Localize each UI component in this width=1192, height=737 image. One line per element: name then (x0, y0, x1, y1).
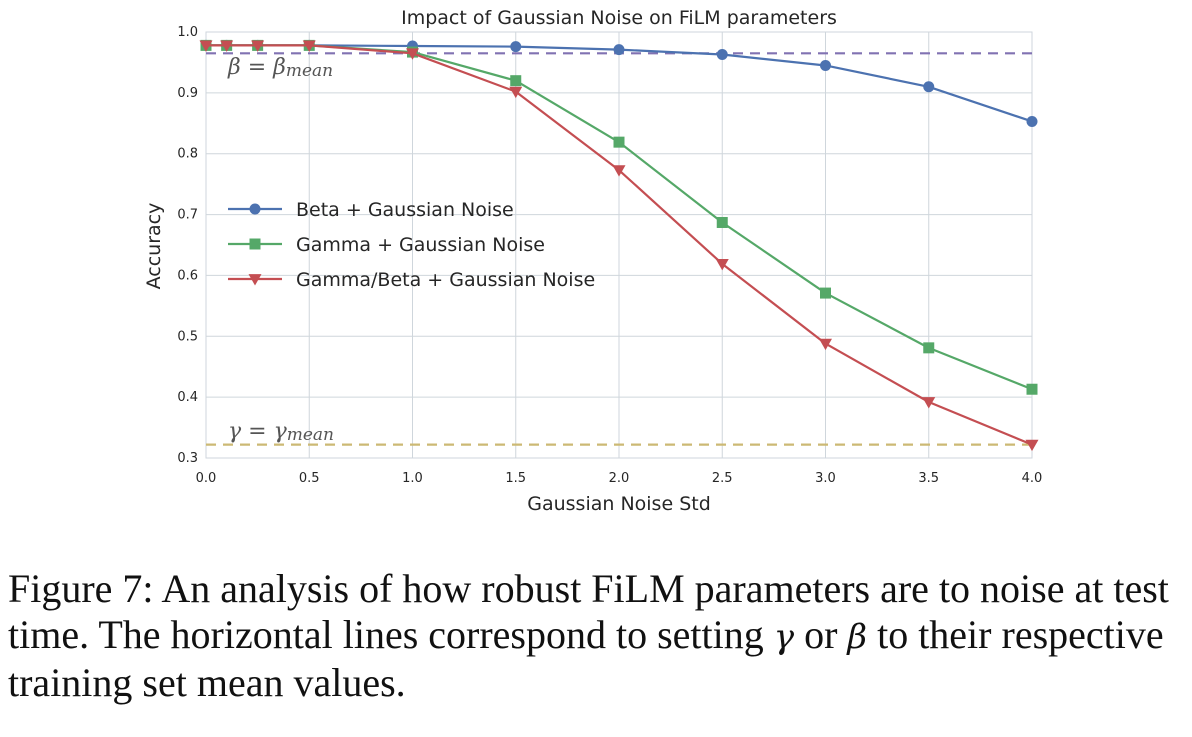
chart-title: Impact of Gaussian Noise on FiLM paramet… (401, 7, 837, 29)
legend-label: Gamma/Beta + Gaussian Noise (296, 269, 595, 291)
legend-label: Gamma + Gaussian Noise (296, 234, 545, 256)
legend-label: Beta + Gaussian Noise (296, 199, 514, 221)
gamma-mean-annotation: γ = γmean (228, 419, 334, 445)
data-point (1026, 383, 1038, 395)
caption-suffix: to their respective training set mean va… (8, 612, 1164, 705)
caption-gamma: γ (773, 617, 795, 657)
data-point (220, 40, 234, 52)
y-tick-label: 0.6 (177, 268, 198, 283)
data-point (510, 41, 522, 53)
data-point (612, 165, 626, 177)
data-point (923, 342, 935, 354)
data-point (716, 49, 728, 61)
caption-prefix: Figure 7: An analysis of how robust FiLM… (8, 566, 1169, 657)
y-axis-ticks: 0.3 0.4 0.5 0.6 0.7 0.8 0.9 1.0 (177, 25, 198, 466)
x-tick-label: 3.0 (815, 471, 836, 486)
y-tick-label: 0.4 (177, 390, 198, 405)
legend-item-2: Gamma + Gaussian Noise (228, 234, 545, 256)
data-point (1025, 439, 1039, 452)
x-axis-label: Gaussian Noise Std (527, 493, 711, 515)
data-point (302, 40, 316, 52)
data-point (923, 81, 935, 93)
data-point (251, 40, 265, 52)
data-point (406, 48, 419, 60)
accuracy-line-chart: 0.0 0.5 1.0 1.5 2.0 2.5 3.0 3.5 4.0 0.3 0.4 0.5 0.6… (143, 7, 1043, 515)
legend-item-3: Gamma/Beta + Gaussian Noise (228, 269, 595, 291)
data-point (510, 75, 522, 87)
legend-marker (248, 274, 262, 286)
y-tick-label: 0.3 (177, 451, 198, 466)
data-point (509, 86, 523, 99)
x-tick-label: 2.0 (609, 471, 630, 486)
y-tick-label: 0.5 (177, 329, 198, 344)
data-point (819, 338, 832, 351)
x-tick-label: 0.5 (299, 471, 320, 486)
plot-frame (205, 31, 1033, 459)
y-axis-label: Accuracy (143, 203, 165, 290)
legend-item-1: Beta + Gaussian Noise (228, 199, 514, 221)
data-point (922, 397, 936, 409)
x-tick-label: 2.5 (712, 471, 733, 486)
caption-beta: β (847, 617, 868, 657)
data-point (613, 44, 625, 56)
figure-caption: Figure 7: An analysis of how robust FiLM… (8, 566, 1188, 706)
x-tick-label: 1.5 (505, 471, 526, 486)
beta-mean-annotation: β = βmean (227, 55, 333, 81)
legend: Beta + Gaussian Noise Gamma + Gaussian No… (228, 199, 595, 291)
y-tick-label: 0.9 (177, 86, 198, 101)
data-point (613, 136, 625, 148)
legend-marker (249, 203, 261, 215)
x-tick-label: 4.0 (1022, 471, 1043, 486)
data-point (1026, 115, 1038, 127)
data-point (716, 216, 728, 228)
y-tick-label: 0.7 (177, 208, 198, 223)
data-point (199, 40, 213, 52)
data-series (199, 39, 1039, 452)
data-point (820, 59, 831, 71)
series-3 (199, 40, 1039, 452)
data-point (715, 258, 729, 271)
caption-or: or (794, 612, 848, 657)
data-point (820, 287, 831, 299)
x-tick-label: 0.0 (196, 471, 217, 486)
legend-marker (249, 238, 261, 250)
y-tick-label: 1.0 (177, 25, 198, 40)
x-axis-ticks: 0.0 0.5 1.0 1.5 2.0 2.5 3.0 3.5 4.0 (196, 471, 1043, 486)
y-tick-label: 0.8 (177, 147, 198, 162)
x-tick-label: 3.5 (918, 471, 939, 486)
x-tick-label: 1.0 (402, 471, 423, 486)
